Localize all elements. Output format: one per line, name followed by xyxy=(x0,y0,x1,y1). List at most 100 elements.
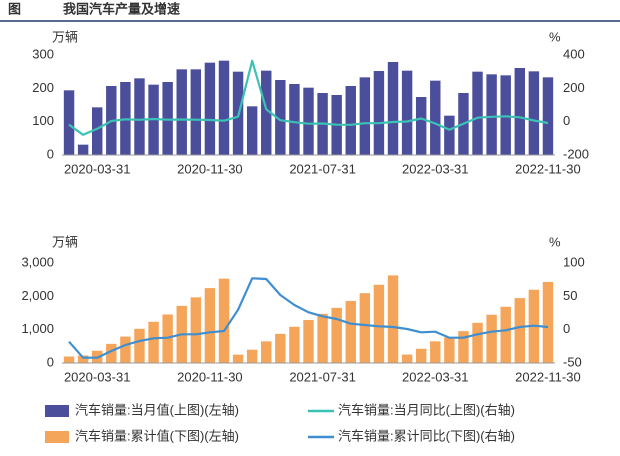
y2-unit: % xyxy=(549,234,561,249)
figure-label: 图 xyxy=(8,1,21,16)
bar xyxy=(472,71,483,155)
line xyxy=(68,59,549,136)
y-unit: 万辆 xyxy=(52,29,78,44)
bar xyxy=(275,333,286,363)
y2-tick-label: 0 xyxy=(563,113,570,128)
bar xyxy=(542,281,554,363)
figure-title: 我国汽车产量及增速 xyxy=(63,1,180,16)
y-tick-label: 2,000 xyxy=(21,288,54,303)
bar xyxy=(430,341,441,363)
bar xyxy=(401,70,413,155)
bar xyxy=(261,341,272,363)
bar xyxy=(190,69,202,155)
bar xyxy=(77,355,89,363)
bar xyxy=(303,87,314,155)
bar xyxy=(218,278,230,363)
bar xyxy=(472,322,483,363)
bar xyxy=(345,86,356,155)
bar xyxy=(387,62,399,155)
bar xyxy=(204,62,216,155)
bar xyxy=(134,328,145,363)
bar xyxy=(120,336,131,363)
bar xyxy=(444,337,455,363)
legend-label: 汽车销量:当月同比(上图)(右轴) xyxy=(338,402,515,417)
bar xyxy=(500,306,511,363)
bar xyxy=(148,321,159,363)
bar xyxy=(63,90,75,155)
x-tick-label: 2021-07-31 xyxy=(289,369,356,384)
y-tick-label: 1,000 xyxy=(21,321,54,336)
bar xyxy=(359,77,371,155)
legend-label: 汽车销量:累计值(下图)(左轴) xyxy=(75,428,239,443)
x-tick-label: 2020-11-30 xyxy=(177,369,243,384)
y-unit: 万辆 xyxy=(52,234,78,249)
x-tick-label: 2021-07-31 xyxy=(289,161,356,176)
bar xyxy=(204,288,216,363)
bar xyxy=(373,71,385,155)
bar xyxy=(500,75,511,155)
bar xyxy=(514,68,525,155)
y2-tick-label: 100 xyxy=(563,254,585,269)
legend-label: 汽车销量:累计同比(下图)(右轴) xyxy=(338,428,515,443)
legend-label: 汽车销量:当月值(上图)(左轴) xyxy=(75,402,239,417)
bar xyxy=(63,356,75,363)
bar xyxy=(373,284,385,363)
bar xyxy=(106,343,117,363)
bar xyxy=(246,106,258,155)
bar xyxy=(218,60,230,155)
x-tick-label: 2022-11-30 xyxy=(515,369,581,384)
bar xyxy=(303,320,314,363)
bar xyxy=(331,307,342,363)
bar xyxy=(415,348,427,363)
bar xyxy=(486,314,497,363)
y2-tick-label: 50 xyxy=(563,288,577,303)
bar xyxy=(246,349,258,363)
bar xyxy=(528,71,540,155)
bar xyxy=(458,331,469,363)
bar xyxy=(289,84,300,155)
bar xyxy=(430,80,441,155)
y-tick-label: 0 xyxy=(47,146,54,161)
y2-tick-label: -200 xyxy=(563,146,589,161)
bar xyxy=(176,69,187,155)
x-tick-label: 2022-03-31 xyxy=(402,369,469,384)
legend-swatch xyxy=(45,405,69,417)
y-tick-label: 200 xyxy=(32,80,54,95)
bar xyxy=(486,74,497,155)
bar xyxy=(345,300,356,363)
bar xyxy=(444,115,455,155)
bar xyxy=(92,107,103,155)
y2-tick-label: 0 xyxy=(563,321,570,336)
y-tick-label: 3,000 xyxy=(21,254,54,269)
bar xyxy=(77,144,89,155)
bar xyxy=(289,326,300,363)
x-tick-label: 2022-03-31 xyxy=(402,161,469,176)
bar xyxy=(401,354,413,363)
bar xyxy=(387,275,399,363)
x-tick-label: 2020-11-30 xyxy=(177,161,243,176)
x-tick-label: 2022-11-30 xyxy=(515,161,581,176)
bar xyxy=(415,97,427,155)
y-tick-label: 0 xyxy=(47,354,54,369)
bar xyxy=(542,77,554,155)
y2-tick-label: 400 xyxy=(563,46,585,61)
bar xyxy=(261,70,272,155)
y2-tick-label: -50 xyxy=(563,354,582,369)
bar xyxy=(232,354,244,363)
bar xyxy=(134,78,145,155)
line xyxy=(68,277,549,359)
bar xyxy=(275,80,286,155)
bar xyxy=(190,297,202,363)
bar xyxy=(514,298,525,363)
bar xyxy=(359,293,371,363)
legend-swatch xyxy=(45,431,69,443)
y2-unit: % xyxy=(549,29,561,44)
y-tick-label: 100 xyxy=(32,113,54,128)
x-tick-label: 2020-03-31 xyxy=(64,369,131,384)
bar xyxy=(317,313,328,363)
bar xyxy=(162,82,173,155)
y2-tick-label: 200 xyxy=(563,80,585,95)
x-tick-label: 2020-03-31 xyxy=(64,161,131,176)
y-tick-label: 300 xyxy=(32,46,54,61)
